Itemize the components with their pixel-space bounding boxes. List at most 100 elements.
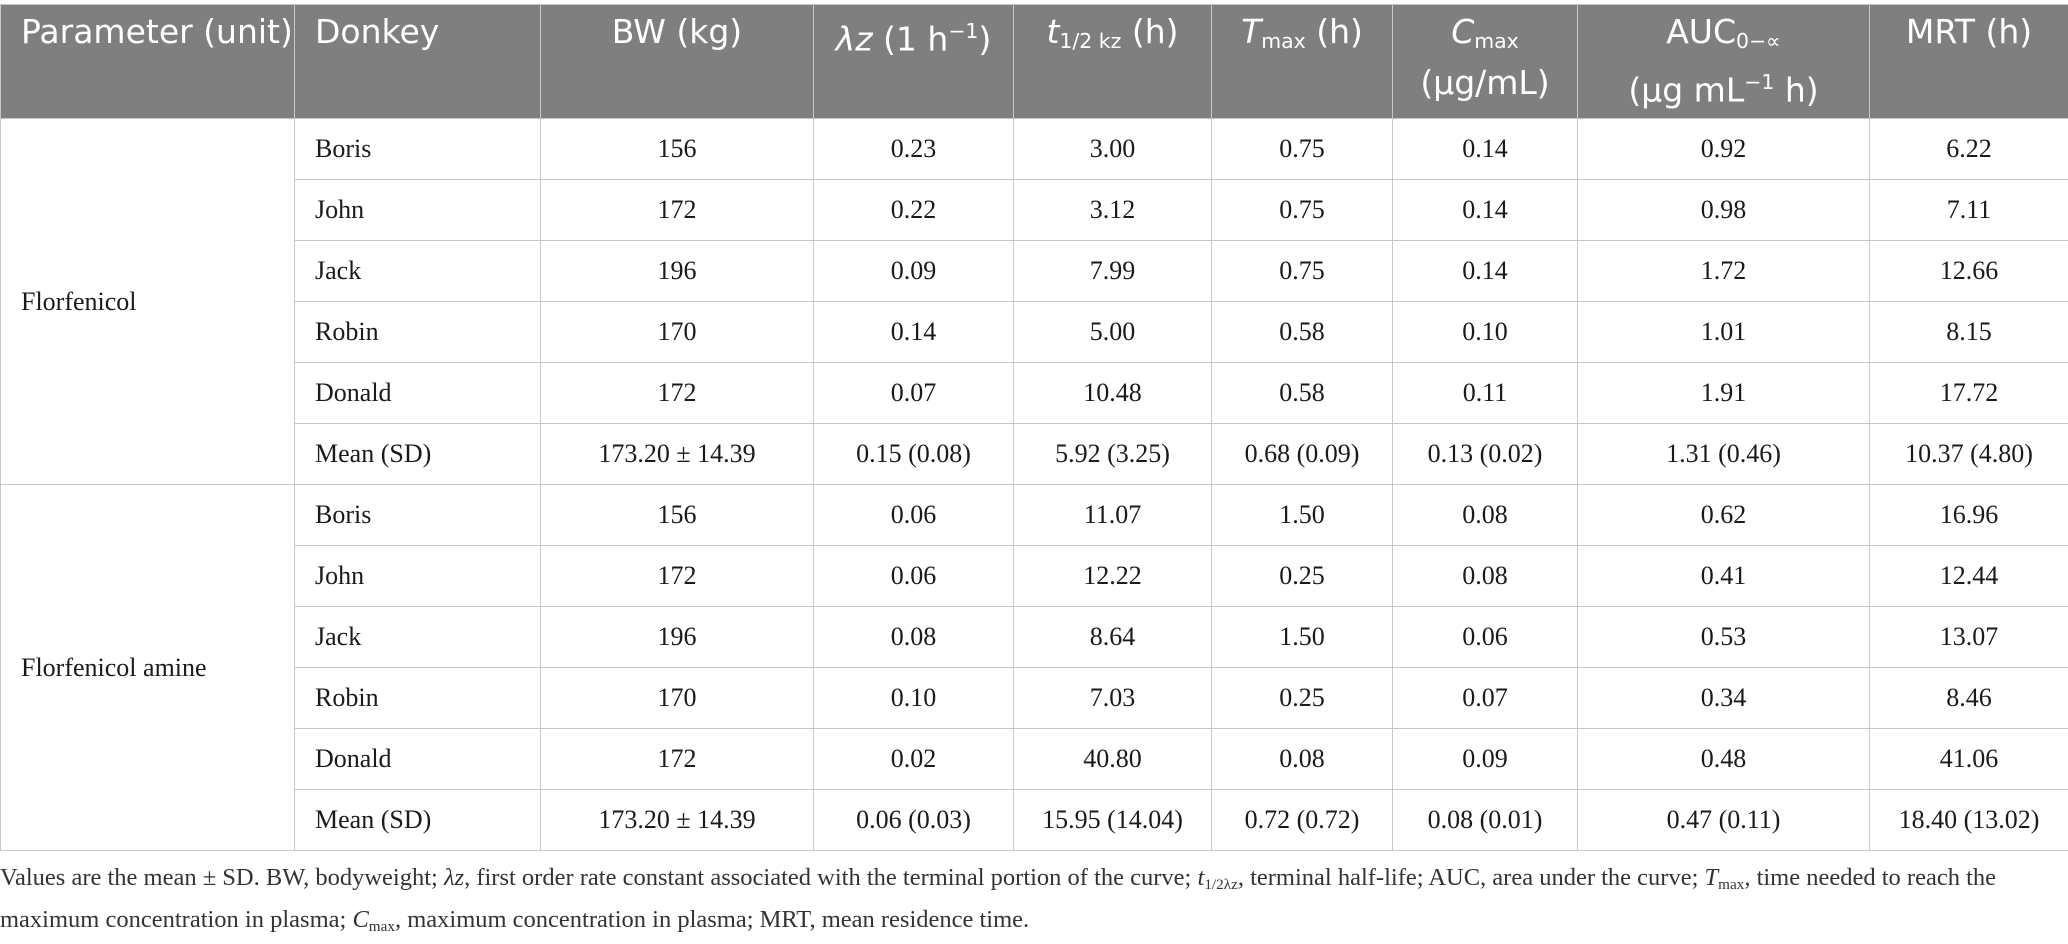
- cell-donkey: John: [295, 180, 541, 241]
- table-row: Donald 172 0.07 10.48 0.58 0.11 1.91 17.…: [1, 363, 2068, 424]
- cell-lambda-z: 0.15 (0.08): [814, 424, 1014, 485]
- table-header: Parameter (unit) Donkey BW (kg) λz (1 h−…: [1, 5, 2068, 119]
- cell-cmax: 0.10: [1393, 302, 1578, 363]
- cell-mrt: 16.96: [1870, 485, 2068, 546]
- cell-donkey: Jack: [295, 607, 541, 668]
- table-row: John 172 0.06 12.22 0.25 0.08 0.41 12.44: [1, 546, 2068, 607]
- cell-cmax: 0.08 (0.01): [1393, 790, 1578, 851]
- cell-half-life: 5.00: [1014, 302, 1212, 363]
- cell-bw: 172: [541, 363, 814, 424]
- cell-bw: 173.20 ± 14.39: [541, 790, 814, 851]
- cell-tmax: 0.25: [1212, 668, 1393, 729]
- header-cmax-symbol: C: [1451, 12, 1474, 51]
- cell-cmax: 0.11: [1393, 363, 1578, 424]
- cell-auc: 0.92: [1578, 119, 1870, 180]
- cell-tmax: 0.75: [1212, 119, 1393, 180]
- pk-table-wrapper: Parameter (unit) Donkey BW (kg) λz (1 h−…: [0, 4, 2068, 851]
- cell-half-life: 10.48: [1014, 363, 1212, 424]
- table-row: Donald 172 0.02 40.80 0.08 0.09 0.48 41.…: [1, 729, 2068, 790]
- cell-auc: 0.48: [1578, 729, 1870, 790]
- header-row: Parameter (unit) Donkey BW (kg) λz (1 h−…: [1, 5, 2068, 119]
- cell-mrt: 41.06: [1870, 729, 2068, 790]
- cell-tmax: 1.50: [1212, 607, 1393, 668]
- cell-tmax: 0.08: [1212, 729, 1393, 790]
- cell-cmax: 0.14: [1393, 241, 1578, 302]
- header-lambda-z-close: ): [978, 19, 991, 58]
- cell-lambda-z: 0.09: [814, 241, 1014, 302]
- cell-half-life: 12.22: [1014, 546, 1212, 607]
- cell-bw: 172: [541, 729, 814, 790]
- cell-auc: 0.53: [1578, 607, 1870, 668]
- cell-lambda-z: 0.06 (0.03): [814, 790, 1014, 851]
- cell-auc: 0.34: [1578, 668, 1870, 729]
- cell-donkey: Mean (SD): [295, 424, 541, 485]
- footnote-tmax-sub: max: [1718, 876, 1744, 893]
- cell-tmax: 0.75: [1212, 180, 1393, 241]
- footnote-part-2: , first order rate constant associated w…: [464, 864, 1197, 891]
- header-cmax: Cmax (μg/mL): [1393, 5, 1578, 119]
- footnote-lambda-z: λz: [444, 864, 464, 891]
- cell-lambda-z: 0.14: [814, 302, 1014, 363]
- footnote-part-5: , maximum concentration in plasma; MRT, …: [395, 906, 1029, 933]
- cell-mrt: 8.15: [1870, 302, 2068, 363]
- cell-tmax: 1.50: [1212, 485, 1393, 546]
- pk-parameters-table: Parameter (unit) Donkey BW (kg) λz (1 h−…: [0, 4, 2068, 851]
- cell-donkey: Boris: [295, 485, 541, 546]
- cell-donkey: Donald: [295, 363, 541, 424]
- cell-lambda-z: 0.02: [814, 729, 1014, 790]
- cell-mrt: 18.40 (13.02): [1870, 790, 2068, 851]
- cell-cmax: 0.14: [1393, 119, 1578, 180]
- cell-auc: 0.62: [1578, 485, 1870, 546]
- header-half-life-symbol: t: [1046, 12, 1059, 51]
- cell-cmax: 0.14: [1393, 180, 1578, 241]
- cell-mrt: 10.37 (4.80): [1870, 424, 2068, 485]
- table-row: Jack 196 0.09 7.99 0.75 0.14 1.72 12.66: [1, 241, 2068, 302]
- cell-bw: 170: [541, 302, 814, 363]
- cell-donkey: Boris: [295, 119, 541, 180]
- header-tmax: Tmax (h): [1212, 5, 1393, 119]
- footnote-part-1: Values are the mean ± SD. BW, bodyweight…: [0, 864, 444, 891]
- cell-auc: 1.01: [1578, 302, 1870, 363]
- cell-bw: 172: [541, 180, 814, 241]
- header-lambda-z-unit: (1 h: [883, 19, 948, 58]
- cell-donkey: Mean (SD): [295, 790, 541, 851]
- cell-bw: 156: [541, 119, 814, 180]
- table-row-mean: Mean (SD) 173.20 ± 14.39 0.06 (0.03) 15.…: [1, 790, 2068, 851]
- footnote-cmax-sub: max: [369, 918, 395, 935]
- cell-cmax: 0.08: [1393, 485, 1578, 546]
- cell-cmax: 0.07: [1393, 668, 1578, 729]
- header-auc-sub: 0−∝: [1736, 29, 1781, 53]
- header-cmax-unit: (μg/mL): [1420, 63, 1549, 102]
- cell-auc: 1.72: [1578, 241, 1870, 302]
- header-tmax-symbol: T: [1241, 12, 1261, 51]
- header-bw: BW (kg): [541, 5, 814, 119]
- cell-tmax: 0.58: [1212, 363, 1393, 424]
- table-row: Florfenicol amine Boris 156 0.06 11.07 1…: [1, 485, 2068, 546]
- cell-donkey: Donald: [295, 729, 541, 790]
- cell-lambda-z: 0.22: [814, 180, 1014, 241]
- header-mrt: MRT (h): [1870, 5, 2068, 119]
- table-row: Robin 170 0.14 5.00 0.58 0.10 1.01 8.15: [1, 302, 2068, 363]
- cell-half-life: 5.92 (3.25): [1014, 424, 1212, 485]
- cell-half-life: 15.95 (14.04): [1014, 790, 1212, 851]
- cell-cmax: 0.09: [1393, 729, 1578, 790]
- footnote-tmax-symbol: T: [1705, 864, 1719, 891]
- cell-lambda-z: 0.06: [814, 485, 1014, 546]
- cell-lambda-z: 0.10: [814, 668, 1014, 729]
- cell-bw: 172: [541, 546, 814, 607]
- cell-lambda-z: 0.06: [814, 546, 1014, 607]
- header-parameter: Parameter (unit): [1, 5, 295, 119]
- cell-donkey: John: [295, 546, 541, 607]
- cell-mrt: 17.72: [1870, 363, 2068, 424]
- footnote-cmax-symbol: C: [352, 906, 368, 933]
- table-body: Florfenicol Boris 156 0.23 3.00 0.75 0.1…: [1, 119, 2068, 851]
- cell-tmax: 0.68 (0.09): [1212, 424, 1393, 485]
- cell-lambda-z: 0.07: [814, 363, 1014, 424]
- cell-donkey: Robin: [295, 668, 541, 729]
- cell-lambda-z: 0.23: [814, 119, 1014, 180]
- header-cmax-sub: max: [1474, 29, 1519, 53]
- cell-auc: 0.98: [1578, 180, 1870, 241]
- header-auc: AUC0−∝(μg mL−1 h): [1578, 5, 1870, 119]
- cell-half-life: 11.07: [1014, 485, 1212, 546]
- cell-bw: 196: [541, 607, 814, 668]
